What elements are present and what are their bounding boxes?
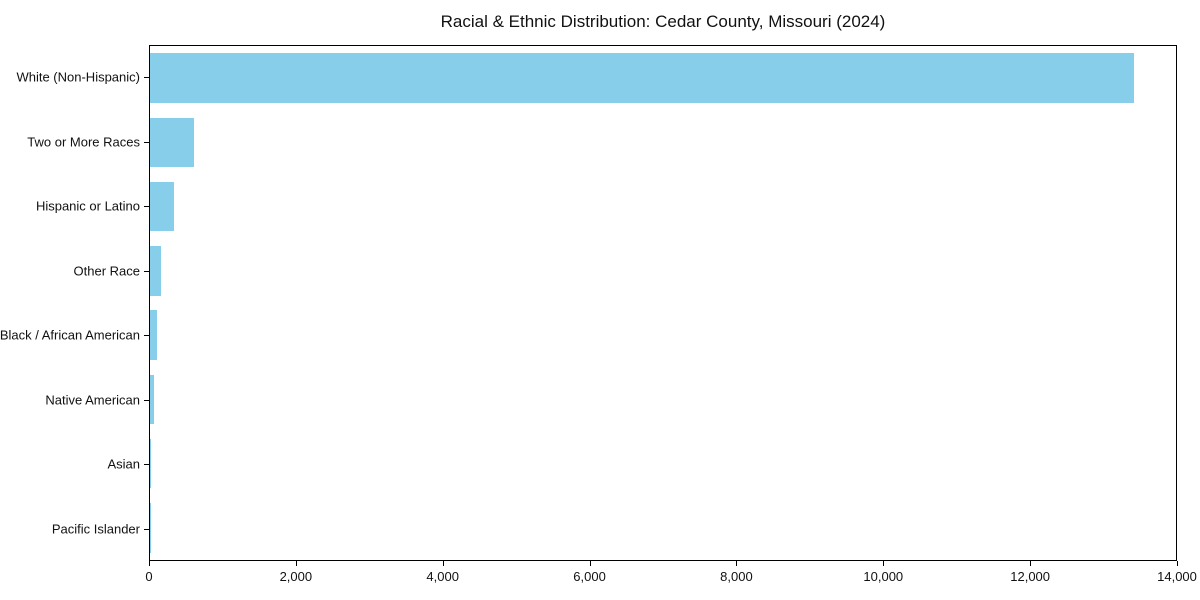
y-tick-label: Pacific Islander xyxy=(51,521,140,537)
y-tick-label: Other Race xyxy=(73,263,140,279)
y-tick-label: Hispanic or Latino xyxy=(35,198,140,214)
chart-title: Racial & Ethnic Distribution: Cedar Coun… xyxy=(440,12,886,31)
x-tick-label: 4,000 xyxy=(426,569,459,584)
x-tick-label: 8,000 xyxy=(720,569,753,584)
bar-hispanic-or-latino xyxy=(150,181,175,232)
bar-row xyxy=(150,432,1176,496)
bar-row xyxy=(150,367,1176,431)
bar-row xyxy=(150,46,1176,110)
x-tick-label: 0 xyxy=(145,569,153,584)
bar-row xyxy=(150,303,1176,367)
bar-two-or-more-races xyxy=(150,117,194,168)
x-tick-mark xyxy=(1030,561,1032,566)
bar-white-non-hispanic xyxy=(150,53,1135,103)
x-tick-mark xyxy=(1177,561,1178,566)
x-tick-mark xyxy=(883,561,885,566)
bar-other-race xyxy=(150,246,161,296)
bar-row xyxy=(150,496,1176,560)
bar-row xyxy=(150,239,1176,303)
y-tick-mark xyxy=(144,399,149,401)
bar-asian xyxy=(150,438,152,489)
x-tick-mark xyxy=(589,561,591,566)
y-tick-mark xyxy=(144,335,149,337)
x-tick-mark xyxy=(736,561,738,566)
y-tick-mark xyxy=(144,77,149,79)
y-tick-label: Asian xyxy=(107,456,140,472)
bar-row xyxy=(150,175,1176,239)
bar-native-american xyxy=(150,374,154,425)
y-tick-label: Black / African American xyxy=(0,327,140,343)
y-tick-label: Native American xyxy=(45,392,140,408)
x-tick-mark xyxy=(149,561,150,566)
y-tick-mark xyxy=(144,206,149,208)
x-tick-label: 10,000 xyxy=(863,569,904,584)
x-tick-label: 6,000 xyxy=(573,569,606,584)
bar-black-african-american xyxy=(150,310,157,360)
y-tick-label: Two or More Races xyxy=(27,134,140,150)
x-tick-label: 2,000 xyxy=(279,569,313,584)
x-tick-mark xyxy=(295,561,297,566)
y-tick-mark xyxy=(144,528,149,530)
bar-row xyxy=(150,110,1176,174)
x-tick-mark xyxy=(442,561,444,566)
y-tick-mark xyxy=(144,464,149,466)
y-tick-mark xyxy=(144,270,149,272)
x-tick-label: 14,000 xyxy=(1157,569,1197,584)
y-tick-mark xyxy=(144,141,149,143)
x-tick-label: 12,000 xyxy=(1010,569,1051,584)
plot-area xyxy=(149,45,1177,561)
y-tick-label: White (Non-Hispanic) xyxy=(16,69,140,85)
